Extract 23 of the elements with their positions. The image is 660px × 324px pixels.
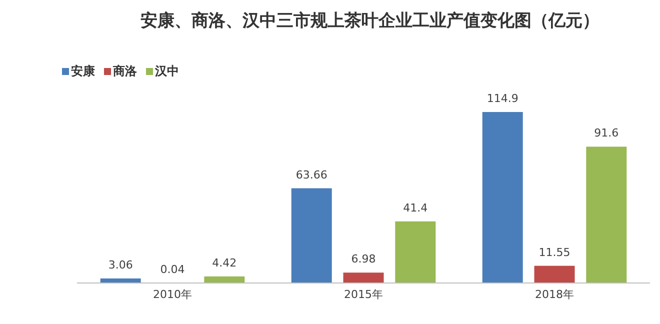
data-label: 63.66 [296, 168, 328, 182]
x-tick-label: 2018年 [535, 288, 574, 302]
data-label: 11.55 [538, 246, 570, 259]
x-tick-label: 2015年 [344, 288, 383, 302]
x-tick-label: 2010年 [153, 288, 192, 302]
bar [395, 221, 436, 283]
data-label: 3.06 [108, 258, 133, 272]
bar [534, 266, 575, 283]
bar [343, 272, 384, 283]
legend-label: 安康 [71, 64, 96, 78]
legend-label: 汉中 [154, 64, 179, 78]
bar [586, 146, 627, 283]
data-label: 41.4 [403, 201, 428, 214]
bar [482, 112, 523, 283]
data-label: 4.42 [212, 256, 237, 270]
bar [204, 276, 245, 283]
legend-label: 商洛 [112, 64, 138, 78]
chart-title: 安康、商洛、汉中三市规上茶叶企业工业产值变化图（亿元） [140, 11, 600, 31]
data-label: 91.6 [594, 126, 619, 140]
data-label: 6.98 [351, 252, 376, 266]
data-label: 114.9 [486, 92, 518, 105]
bar [291, 188, 332, 283]
data-label: 0.04 [160, 262, 185, 276]
